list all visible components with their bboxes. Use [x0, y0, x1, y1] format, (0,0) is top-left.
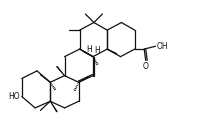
Text: HO: HO	[8, 92, 19, 101]
Text: H: H	[94, 46, 100, 55]
Polygon shape	[78, 76, 88, 82]
Polygon shape	[83, 51, 93, 57]
Polygon shape	[56, 66, 64, 76]
Text: OH: OH	[156, 42, 167, 51]
Text: H: H	[86, 45, 92, 54]
Text: O: O	[142, 62, 148, 71]
Polygon shape	[50, 101, 57, 112]
Polygon shape	[107, 49, 116, 55]
